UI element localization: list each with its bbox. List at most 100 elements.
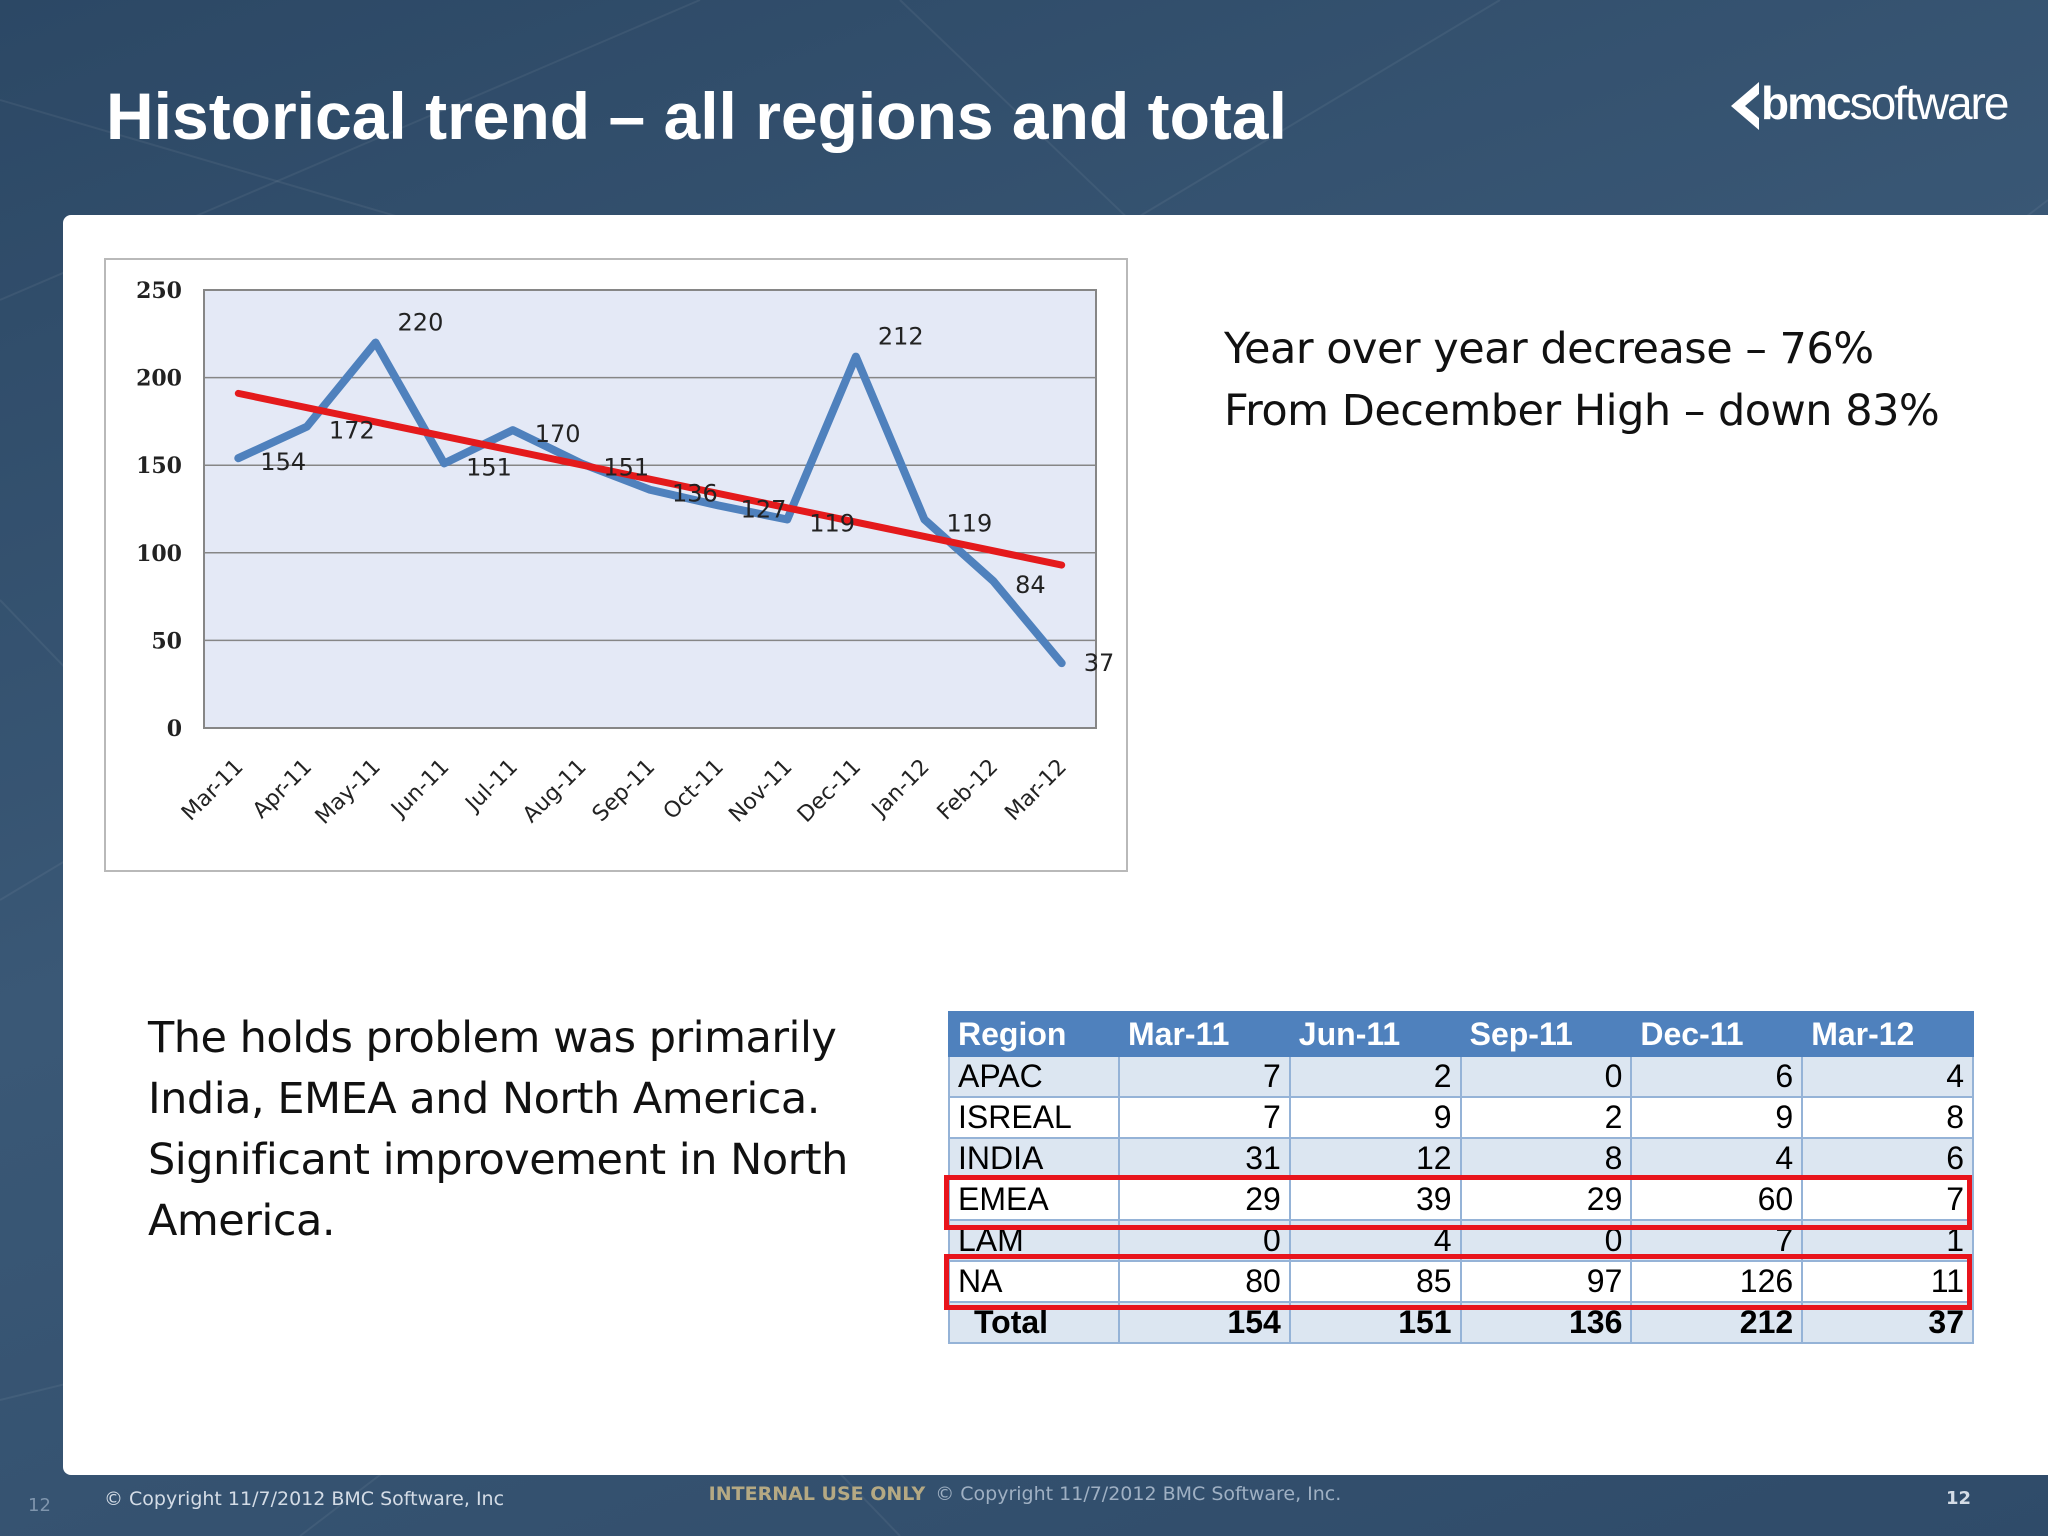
y-tick-label: 250 xyxy=(136,278,182,304)
x-tick-label: Mar-11 xyxy=(177,755,248,826)
x-tick-label: Dec-11 xyxy=(793,755,866,828)
analysis-line-1: The holds problem was primarily xyxy=(148,1013,837,1063)
table-cell: 11 xyxy=(1801,1260,1974,1303)
data-label: 119 xyxy=(946,510,992,538)
x-tick-label: Jul-11 xyxy=(460,755,523,818)
table-cell: 9 xyxy=(1288,1096,1462,1139)
data-point xyxy=(717,504,720,507)
data-point xyxy=(923,518,926,521)
x-tick-label: Oct-11 xyxy=(659,755,729,825)
summary-line-1: Year over year decrease – 76% xyxy=(1224,324,1874,374)
analysis-line-4: America. xyxy=(148,1196,336,1246)
data-label: 37 xyxy=(1084,649,1115,677)
data-label: 119 xyxy=(809,510,855,538)
x-tick-label: Jan-12 xyxy=(866,755,934,823)
table-cell: 4 xyxy=(1630,1137,1804,1180)
data-point xyxy=(237,457,240,460)
data-label: 136 xyxy=(672,480,718,508)
data-label: 220 xyxy=(398,309,444,337)
footer-page-number-left: 12 xyxy=(28,1495,51,1516)
table-cell: 60 xyxy=(1630,1178,1804,1221)
table-cell: 80 xyxy=(1118,1260,1291,1303)
table-cell: 29 xyxy=(1118,1178,1291,1221)
data-label: 151 xyxy=(603,453,649,481)
table-cell: 2 xyxy=(1459,1096,1633,1139)
region-cell: NA xyxy=(948,1260,1120,1303)
footer-center-copyright: © Copyright 11/7/2012 BMC Software, Inc. xyxy=(935,1483,1342,1505)
summary-line-2: From December High – down 83% xyxy=(1224,386,1940,436)
table-cell: 12 xyxy=(1288,1137,1462,1180)
data-point xyxy=(786,518,789,521)
internal-use-label: INTERNAL USE ONLY xyxy=(708,1483,926,1505)
bmc-logo-text: bmcsoftware xyxy=(1761,77,2009,129)
bmc-logo-icon xyxy=(1731,82,1759,130)
x-tick-label: Mar-12 xyxy=(1000,755,1071,826)
footer-center-notice: INTERNAL USE ONLY © Copyright 11/7/2012 B… xyxy=(700,1480,1350,1508)
table-cell: 9 xyxy=(1630,1096,1804,1139)
data-label: 170 xyxy=(535,420,581,448)
table-cell: 8 xyxy=(1801,1096,1974,1139)
trend-line xyxy=(234,389,1066,569)
trend-chart: 0 50 100 150 200 250 Mar-11 Apr-11 May-11 Jun-11 J… xyxy=(104,258,1128,872)
y-tick-label: 150 xyxy=(136,453,182,479)
table-cell: 4 xyxy=(1801,1055,1974,1098)
region-cell: EMEA xyxy=(948,1178,1120,1221)
na-highlight-box xyxy=(944,1254,1972,1310)
x-tick-label: Aug-11 xyxy=(518,755,591,828)
analysis-line-3: Significant improvement in North xyxy=(148,1135,848,1185)
table-cell: 8 xyxy=(1459,1137,1633,1180)
table-cell: 7 xyxy=(1118,1096,1291,1139)
table-header: Sep-11 xyxy=(1459,1011,1633,1057)
x-tick-label: Jun-11 xyxy=(386,755,455,824)
table-cell: 7 xyxy=(1801,1178,1974,1221)
y-tick-label: 100 xyxy=(136,541,182,567)
emea-highlight-box xyxy=(944,1175,1972,1230)
table-row: INDIA 31 12 8 4 6 xyxy=(948,1137,1974,1180)
region-table: Region Mar-11 Jun-11 Sep-11 Dec-11 Mar-1… xyxy=(948,1011,1974,1344)
x-tick-label: Feb-12 xyxy=(933,755,1004,826)
table-header: Mar-12 xyxy=(1801,1011,1974,1057)
x-tick-label: Nov-11 xyxy=(724,755,797,828)
table-cell: 126 xyxy=(1630,1260,1804,1303)
table-cell: 7 xyxy=(1118,1055,1291,1098)
data-label: 212 xyxy=(878,323,924,351)
x-tick-label: May-11 xyxy=(311,755,386,830)
y-tick-label: 50 xyxy=(151,628,182,654)
table-row: EMEA 29 39 29 60 7 xyxy=(948,1178,1974,1221)
table-row: ISREAL 7 9 2 9 8 xyxy=(948,1096,1974,1139)
table-header: Region xyxy=(948,1011,1120,1057)
x-tick-label: Apr-11 xyxy=(248,755,317,824)
data-label: 84 xyxy=(1015,571,1046,599)
region-cell: INDIA xyxy=(948,1137,1120,1180)
data-point xyxy=(1060,662,1063,665)
table-cell: 2 xyxy=(1288,1055,1462,1098)
data-point xyxy=(443,462,446,465)
footer-page-number-right: 12 xyxy=(1946,1488,1972,1509)
analysis-text: The holds problem was primarily India, E… xyxy=(148,1008,908,1252)
x-tick-label: Sep-11 xyxy=(588,755,660,827)
data-point xyxy=(511,429,514,432)
data-point xyxy=(305,425,308,428)
table-row: APAC 7 2 0 6 4 xyxy=(948,1055,1974,1098)
region-cell: ISREAL xyxy=(948,1096,1120,1139)
data-point xyxy=(854,355,857,358)
table-cell: 0 xyxy=(1459,1055,1633,1098)
table-cell: 97 xyxy=(1459,1260,1633,1303)
footer-copyright: © Copyright 11/7/2012 BMC Software, Inc xyxy=(104,1488,505,1510)
data-label: 151 xyxy=(466,453,512,481)
table-header: Jun-11 xyxy=(1288,1011,1462,1057)
table-cell: 29 xyxy=(1459,1178,1633,1221)
data-label: 172 xyxy=(329,417,375,445)
table-header: Mar-11 xyxy=(1118,1011,1291,1057)
analysis-line-2: India, EMEA and North America. xyxy=(148,1074,820,1124)
data-label: 127 xyxy=(741,495,787,523)
table-cell: 6 xyxy=(1630,1055,1804,1098)
y-tick-label: 200 xyxy=(136,366,182,392)
table-cell: 39 xyxy=(1288,1178,1462,1221)
table-cell: 6 xyxy=(1801,1137,1974,1180)
y-tick-label: 0 xyxy=(167,716,182,742)
region-cell: APAC xyxy=(948,1055,1120,1098)
table-cell: 85 xyxy=(1288,1260,1462,1303)
table-header-row: Region Mar-11 Jun-11 Sep-11 Dec-11 Mar-1… xyxy=(948,1011,1974,1057)
table-cell: 31 xyxy=(1118,1137,1291,1180)
